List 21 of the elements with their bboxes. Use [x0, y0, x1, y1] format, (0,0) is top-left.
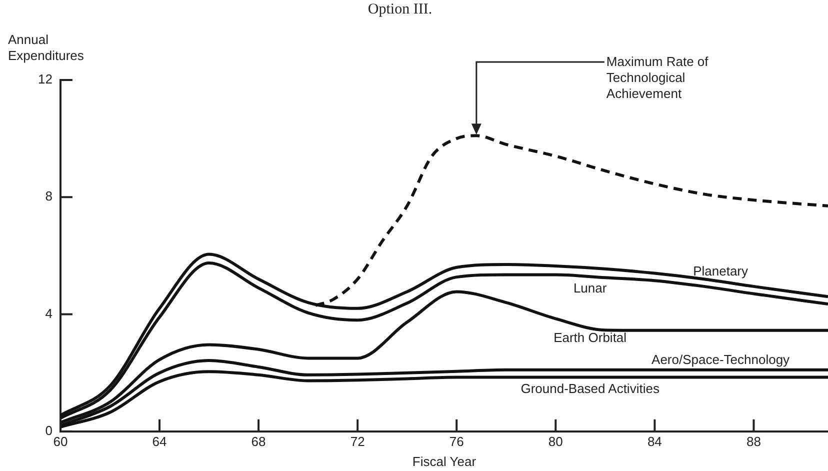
y-tick-label: 4: [45, 306, 52, 321]
chart-title: Option III.: [368, 1, 432, 18]
series-label: Aero/Space-Technology: [652, 352, 790, 367]
x-tick-label: 60: [53, 434, 68, 449]
series-label: Ground-Based Activities: [520, 380, 660, 396]
x-tick-label: 88: [746, 434, 761, 449]
y-tick-label: 12: [38, 72, 52, 87]
x-tick-label: 84: [647, 434, 662, 449]
x-tick-label: 76: [449, 434, 464, 449]
y-tick-label: 0: [45, 422, 52, 438]
x-tick-label: 72: [350, 434, 365, 449]
series-label: Planetary: [693, 264, 749, 279]
series-label: Lunar: [573, 280, 608, 296]
x-axis-title: Fiscal Year: [412, 454, 477, 470]
x-tick-label: 80: [548, 434, 563, 449]
x-tick-label: 68: [251, 434, 266, 449]
x-tick-label: 64: [152, 434, 167, 449]
annotation: Maximum Rate of Technological Achievement: [606, 54, 709, 102]
y-tick-label: 8: [45, 188, 52, 204]
y-axis-title: Annual Expenditures: [8, 32, 84, 64]
series-label: Earth Orbital: [554, 330, 627, 346]
